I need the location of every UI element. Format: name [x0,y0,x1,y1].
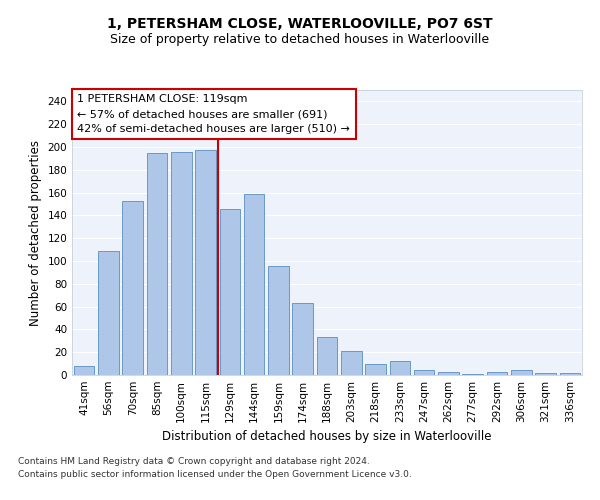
Bar [268,266,289,375]
Bar [220,208,240,375]
Bar [341,351,362,375]
Text: Contains HM Land Registry data © Crown copyright and database right 2024.: Contains HM Land Registry data © Crown c… [18,458,370,466]
Bar [414,370,434,375]
Bar [511,370,532,375]
Text: Contains public sector information licensed under the Open Government Licence v3: Contains public sector information licen… [18,470,412,479]
Bar [560,372,580,375]
Bar [292,303,313,375]
Text: Size of property relative to detached houses in Waterlooville: Size of property relative to detached ho… [110,32,490,46]
Bar [195,150,216,375]
Text: 1, PETERSHAM CLOSE, WATERLOOVILLE, PO7 6ST: 1, PETERSHAM CLOSE, WATERLOOVILLE, PO7 6… [107,18,493,32]
Bar [74,366,94,375]
Bar [535,372,556,375]
Bar [122,200,143,375]
Bar [244,194,265,375]
Bar [171,152,191,375]
X-axis label: Distribution of detached houses by size in Waterlooville: Distribution of detached houses by size … [162,430,492,444]
Bar [365,364,386,375]
Bar [438,372,459,375]
Bar [389,362,410,375]
Bar [146,152,167,375]
Bar [317,338,337,375]
Bar [487,372,508,375]
Text: 1 PETERSHAM CLOSE: 119sqm
← 57% of detached houses are smaller (691)
42% of semi: 1 PETERSHAM CLOSE: 119sqm ← 57% of detac… [77,94,350,134]
Bar [463,374,483,375]
Bar [98,250,119,375]
Y-axis label: Number of detached properties: Number of detached properties [29,140,42,326]
